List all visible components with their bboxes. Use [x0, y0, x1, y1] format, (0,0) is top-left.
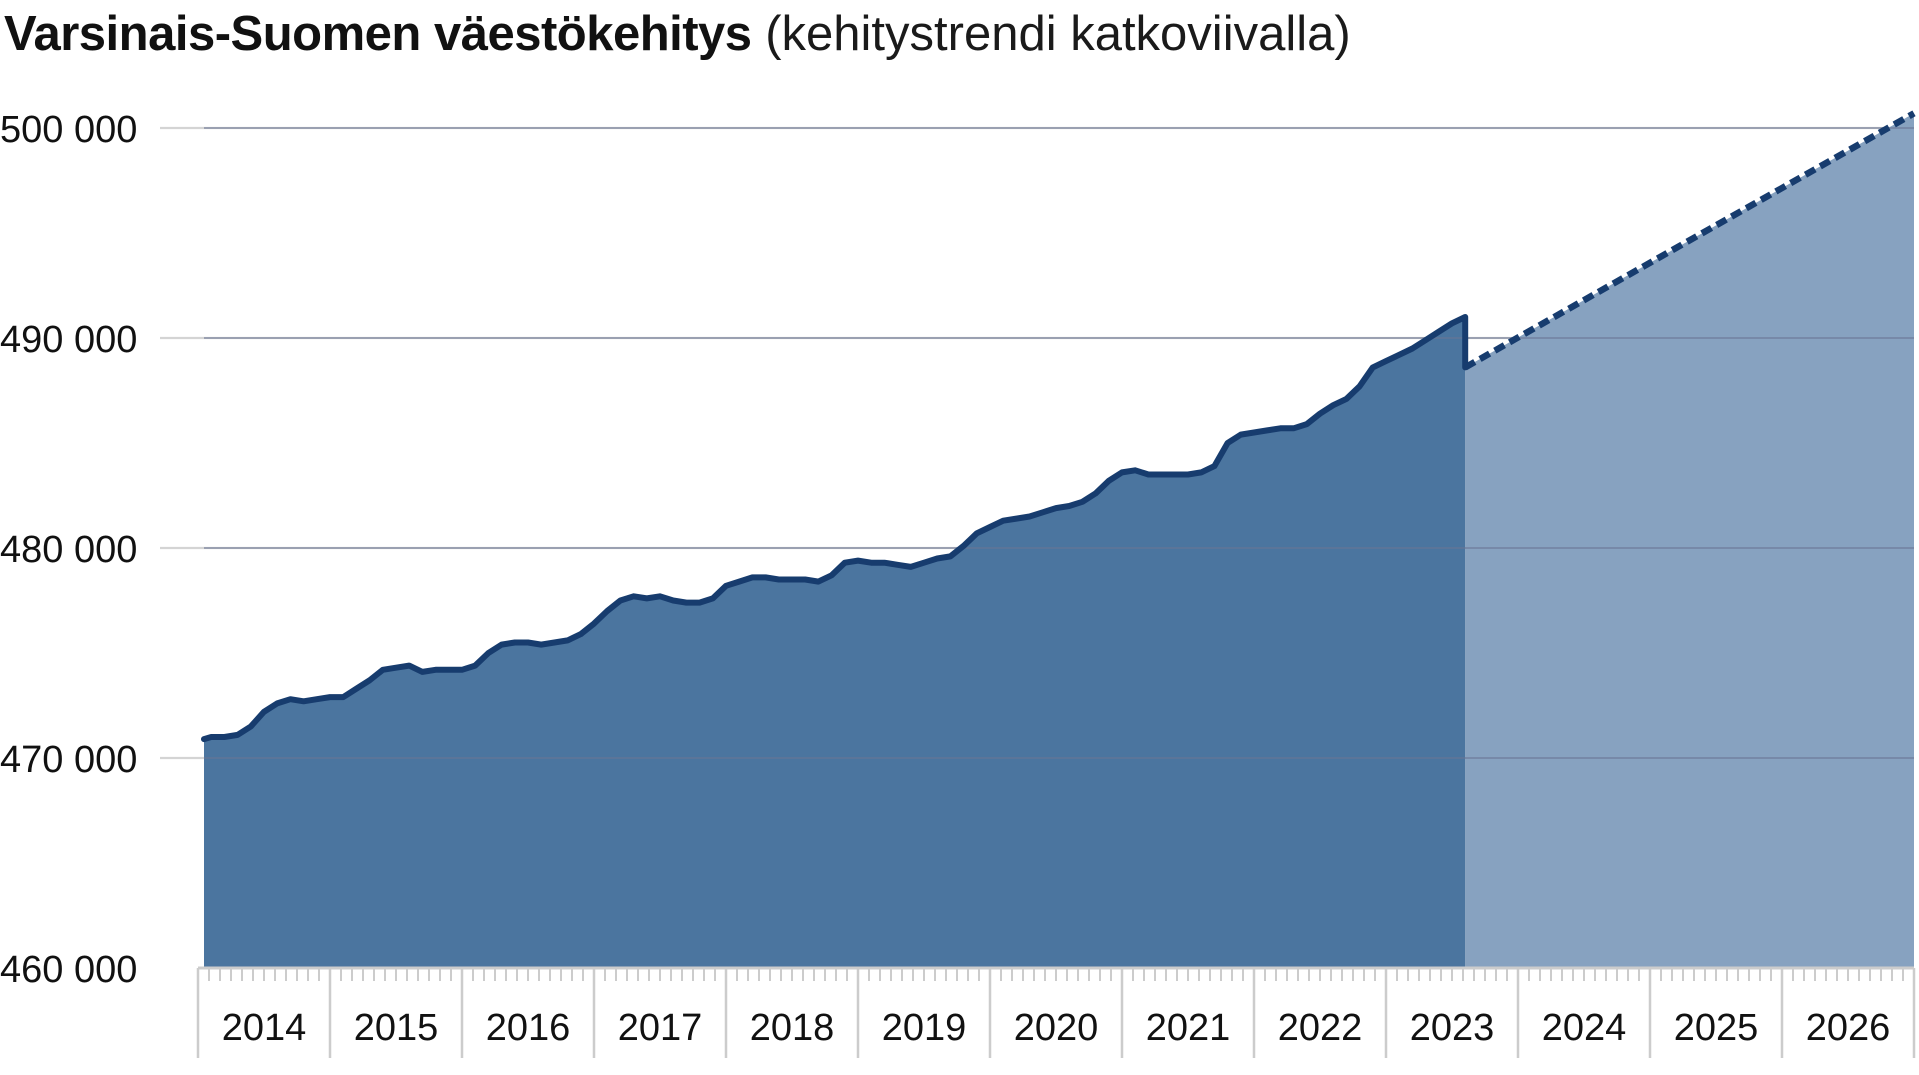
- x-tick-label: 2016: [486, 1007, 571, 1049]
- actual-line: [201, 314, 1469, 743]
- x-tick-label: 2017: [618, 1007, 703, 1049]
- x-tick-label: 2018: [750, 1007, 835, 1049]
- y-tick-label: 470 000: [0, 739, 137, 781]
- x-tick-label: 2025: [1674, 1007, 1759, 1049]
- x-tick-label: 2014: [222, 1007, 307, 1049]
- y-tick-label: 500 000: [0, 109, 137, 151]
- chart-title: Varsinais-Suomen väestökehitys: [4, 7, 752, 61]
- trend-area: [1465, 113, 1914, 969]
- trend-line: [1463, 110, 1916, 371]
- chart-subtitle: (kehitystrendi katkoviivalla): [765, 7, 1351, 61]
- x-tick-label: 2026: [1806, 1007, 1891, 1049]
- actual-area: [204, 317, 1466, 968]
- y-tick-label: 460 000: [0, 949, 137, 991]
- y-tick-label: 490 000: [0, 319, 137, 361]
- x-tick-label: 2022: [1278, 1007, 1363, 1049]
- x-tick-label: 2021: [1146, 1007, 1231, 1049]
- chart-title-row: Varsinais-Suomen väestökehitys (kehityst…: [4, 2, 1351, 66]
- x-tick-label: 2023: [1410, 1007, 1495, 1049]
- y-tick-label: 480 000: [0, 529, 137, 571]
- x-tick-label: 2024: [1542, 1007, 1627, 1049]
- x-tick-label: 2019: [882, 1007, 967, 1049]
- x-tick-label: 2015: [354, 1007, 439, 1049]
- x-tick-label: 2020: [1014, 1007, 1099, 1049]
